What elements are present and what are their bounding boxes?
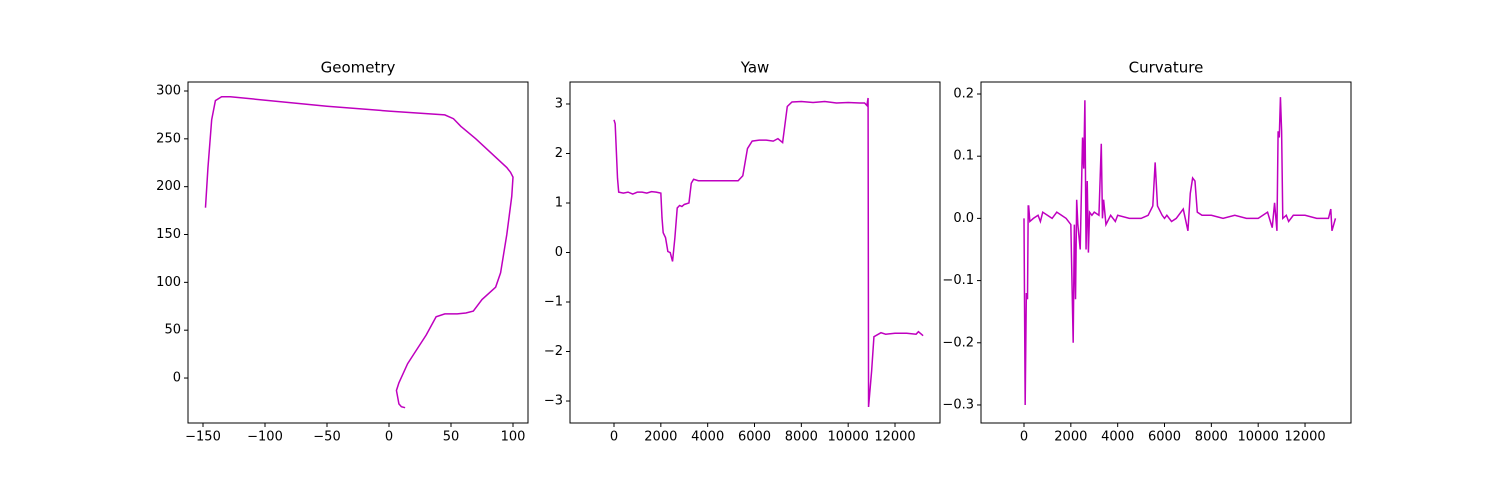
chart-title: Geometry <box>321 59 396 77</box>
data-line <box>613 97 924 408</box>
y-tick-label: 0.0 <box>953 211 974 226</box>
chart-title: Curvature <box>1129 59 1204 77</box>
x-tick-label: 6000 <box>1148 430 1181 445</box>
x-tick-label: 0 <box>385 430 393 445</box>
y-tick-label: 50 <box>164 323 181 338</box>
x-tick-label: 6000 <box>738 430 771 445</box>
y-tick-label: 0.1 <box>953 149 974 164</box>
y-tick-label: 0 <box>173 371 181 386</box>
y-tick-label: 300 <box>156 83 181 98</box>
y-tick-label: −0.1 <box>942 273 974 288</box>
x-tick-label: 2000 <box>1054 430 1087 445</box>
y-tick-label: 2 <box>555 146 563 161</box>
y-tick-label: 3 <box>555 96 563 111</box>
x-tick-label: 8000 <box>1195 430 1228 445</box>
axes-frame <box>187 81 529 424</box>
x-tick-label: 12000 <box>1284 430 1325 445</box>
data-line <box>1023 97 1337 405</box>
x-tick-label: 10000 <box>827 430 868 445</box>
y-tick-label: 100 <box>156 275 181 290</box>
y-tick-label: −0.2 <box>942 335 974 350</box>
x-tick-label: −100 <box>247 430 283 445</box>
x-tick-label: 4000 <box>1101 430 1134 445</box>
x-tick-label: −150 <box>185 430 221 445</box>
y-tick-label: 200 <box>156 179 181 194</box>
x-tick-label: 12000 <box>874 430 915 445</box>
y-tick-label: 1 <box>555 195 563 210</box>
x-tick-label: 4000 <box>691 430 724 445</box>
y-tick-label: −1 <box>544 295 563 310</box>
x-tick-label: −50 <box>313 430 340 445</box>
x-tick-label: 10000 <box>1238 430 1279 445</box>
axes-frame <box>980 81 1352 424</box>
x-tick-label: 50 <box>443 430 460 445</box>
y-tick-label: 0 <box>555 245 563 260</box>
x-tick-label: 100 <box>501 430 526 445</box>
y-tick-label: −2 <box>544 344 563 359</box>
y-tick-label: 250 <box>156 131 181 146</box>
axes-frame <box>569 81 941 424</box>
y-tick-label: −0.3 <box>942 397 974 412</box>
y-tick-label: 150 <box>156 227 181 242</box>
x-tick-label: 0 <box>1020 430 1028 445</box>
x-tick-label: 0 <box>610 430 618 445</box>
x-tick-label: 2000 <box>644 430 677 445</box>
y-tick-label: −3 <box>544 394 563 409</box>
chart-title: Yaw <box>740 59 770 77</box>
x-tick-label: 8000 <box>785 430 818 445</box>
data-line <box>204 95 514 409</box>
y-tick-label: 0.2 <box>953 87 974 102</box>
